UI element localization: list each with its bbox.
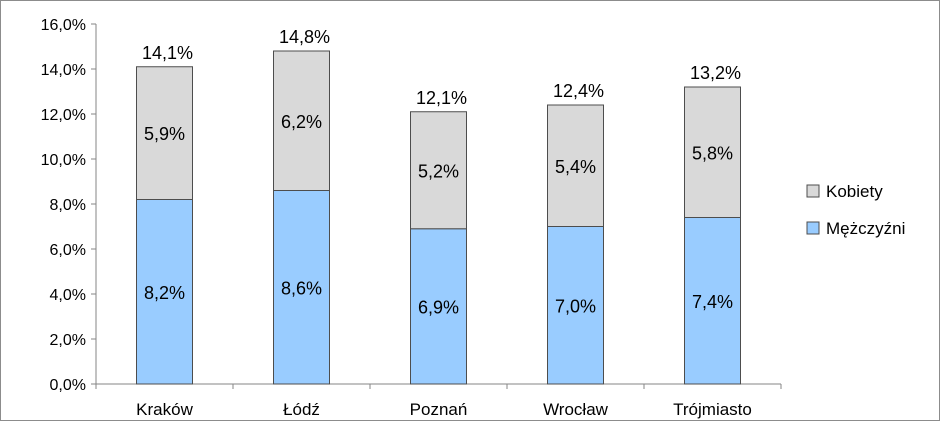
total-label: 14,1% [142,43,193,63]
bar-segment-men [547,226,604,385]
y-tick-label: 14,0% [41,62,86,79]
data-label-women: 5,2% [418,161,459,181]
x-tick-label: Poznań [410,400,468,419]
y-tick-label: 2,0% [50,332,86,349]
bar-segment-women [410,111,467,230]
total-label: 13,2% [690,63,741,83]
x-tick-label: Łódź [283,400,320,419]
data-label-men: 7,4% [692,292,733,312]
y-tick-label: 8,0% [50,197,86,214]
bar-segment-women [684,86,741,218]
bar-segment-men [273,190,330,385]
data-label-women: 5,9% [144,124,185,144]
data-label-men: 8,6% [281,278,322,298]
y-tick-label: 16,0% [41,17,86,34]
data-label-men: 8,2% [144,283,185,303]
y-tick-label: 12,0% [41,107,86,124]
total-label: 12,1% [416,88,467,108]
bar-segment-women [136,66,193,200]
data-label-women: 5,4% [555,157,596,177]
data-label-women: 6,2% [281,112,322,132]
bar-segment-men [684,217,741,385]
x-tick-label: Kraków [136,400,193,419]
legend-swatch-women [806,184,820,198]
total-label: 14,8% [279,27,330,47]
bar-segment-women [273,50,330,191]
data-label-men: 7,0% [555,296,596,316]
bar-segment-men [410,228,467,385]
x-tick-label: Trójmiasto [673,400,752,419]
bar-segment-men [136,199,193,385]
y-tick-label: 10,0% [41,152,86,169]
y-tick-label: 4,0% [50,287,86,304]
y-tick-label: 0,0% [50,377,86,394]
total-label: 12,4% [553,81,604,101]
legend-label-men: Mężczyźni [826,219,905,238]
x-tick-label: Wrocław [543,400,609,419]
y-tick-label: 6,0% [50,242,86,259]
data-label-women: 5,8% [692,143,733,163]
legend-swatch-men [806,221,820,235]
bar-segment-women [547,104,604,227]
legend-label-women: Kobiety [826,182,883,201]
data-label-men: 6,9% [418,297,459,317]
